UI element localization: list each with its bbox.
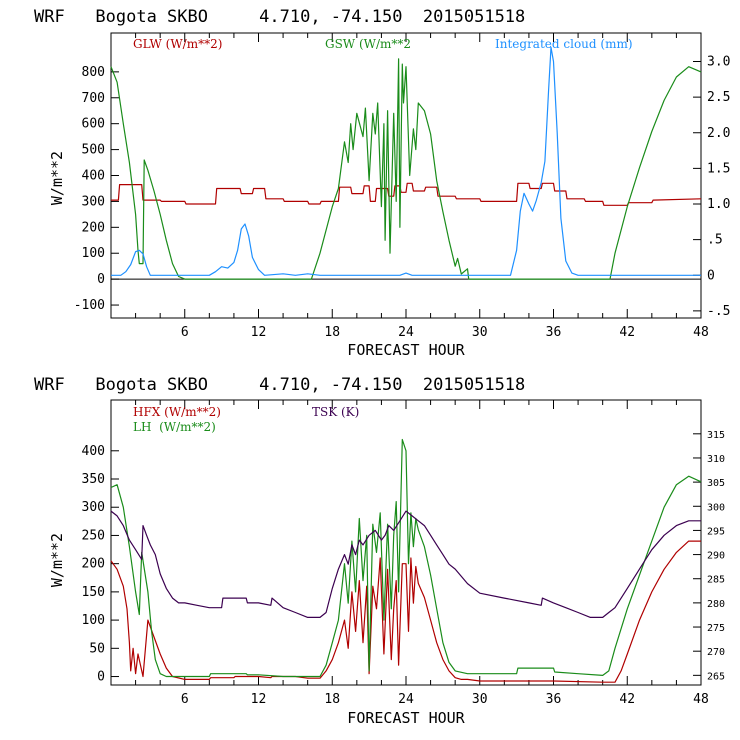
y-tick-label: 200: [82, 220, 105, 235]
chart1-x-tick-labels: 6 12 18 24 30 36 42 48: [181, 325, 709, 340]
chart1-legend-cloud: Integrated cloud (mm): [495, 37, 633, 51]
y2-tick-label: 1.0: [707, 197, 730, 212]
x-tick-label: 42: [619, 325, 635, 340]
y2-tick-label: 265: [707, 671, 725, 682]
y-tick-label: 400: [82, 444, 105, 459]
y-tick-label: 300: [82, 194, 105, 209]
y-tick-label: 0: [97, 670, 105, 685]
x-tick-label: 12: [251, 325, 267, 340]
chart2-ylabel: W/m**2: [48, 533, 66, 587]
series-line-1: [111, 182, 702, 206]
y2-tick-label: 2.0: [707, 126, 730, 141]
series-line-2: [110, 438, 702, 678]
y2-tick-label: 3.0: [707, 55, 730, 70]
y2-tick-label: -.5: [707, 304, 730, 319]
x-tick-label: 42: [619, 692, 635, 707]
y2-tick-label: 280: [707, 599, 725, 610]
y-tick-label: 800: [82, 65, 105, 80]
chart1-xlabel: FORECAST HOUR: [347, 341, 465, 359]
chart2-legend-tsk: TSK (K): [312, 405, 359, 419]
y-tick-label: -100: [74, 298, 105, 313]
x-tick-label: 48: [693, 325, 709, 340]
y2-tick-label: 270: [707, 647, 725, 658]
series-line-1: [110, 540, 701, 683]
chart2-y-tick-labels: 0 50 100 150 200 250 300 350 400: [82, 444, 105, 685]
chart2-legend-lh: LH (W/m**2): [133, 420, 216, 434]
x-tick-label: 36: [546, 325, 562, 340]
chart2-legend-hfx: HFX (W/m**2): [133, 405, 221, 419]
x-tick-label: 18: [324, 325, 340, 340]
y-tick-label: 100: [82, 613, 105, 628]
y-tick-label: 500: [82, 143, 105, 158]
y-tick-label: 100: [82, 246, 105, 261]
y2-tick-label: 310: [707, 454, 725, 465]
series-line-2: [110, 58, 702, 280]
y-tick-label: 50: [89, 641, 105, 656]
y2-tick-label: 285: [707, 575, 725, 586]
chart1-series: [110, 46, 702, 280]
y2-tick-label: 305: [707, 478, 725, 489]
chart2-x-tick-labels: 6 12 18 24 30 36 42 48: [181, 692, 709, 707]
y-tick-label: 150: [82, 585, 105, 600]
chart1-ylabel: W/m**2: [48, 151, 66, 205]
x-tick-label: 30: [472, 325, 488, 340]
series-line-3: [111, 46, 701, 276]
x-tick-label: 24: [398, 692, 414, 707]
chart2-series: [110, 438, 702, 683]
x-tick-label: 48: [693, 692, 709, 707]
chart2-xlabel: FORECAST HOUR: [347, 709, 465, 727]
y2-tick-label: 275: [707, 623, 725, 634]
y2-tick-label: 1.5: [707, 161, 730, 176]
y-tick-label: 400: [82, 169, 105, 184]
chart1-y2-tick-labels: -.5 0 .5 1.0 1.5 2.0 2.5 3.0: [707, 55, 730, 319]
x-tick-label: 6: [181, 692, 189, 707]
y2-tick-label: .5: [707, 233, 723, 248]
y-tick-label: 0: [97, 272, 105, 287]
y2-tick-label: 0: [707, 268, 715, 283]
chart2-frame: [110, 399, 702, 686]
y-tick-label: 700: [82, 91, 105, 106]
x-tick-label: 36: [546, 692, 562, 707]
chart1-legend-gsw: GSW (W/m**2: [325, 37, 411, 51]
x-tick-label: 30: [472, 692, 488, 707]
y2-tick-label: 300: [707, 502, 725, 513]
chart2-tick-marks: [110, 400, 702, 685]
y2-tick-label: 290: [707, 551, 725, 562]
y-tick-label: 600: [82, 117, 105, 132]
x-tick-label: 12: [251, 692, 267, 707]
y-tick-label: 350: [82, 472, 105, 487]
chart2-y2-tick-labels: 265 270 275 280 285 290 295 300 305 310 315: [707, 430, 725, 683]
y-tick-label: 250: [82, 528, 105, 543]
y-tick-label: 300: [82, 500, 105, 515]
chart1-legend-glw: GLW (W/m**2): [133, 37, 222, 51]
y2-tick-label: 315: [707, 430, 725, 441]
y2-tick-label: 2.5: [707, 90, 730, 105]
x-tick-label: 18: [324, 692, 340, 707]
chart2-title: WRF Bogota SKBO 4.710, -74.150 201505151…: [34, 375, 525, 395]
x-tick-label: 24: [398, 325, 414, 340]
chart1-y-tick-labels: -100 0 100 200 300 400 500 600 700 800: [74, 65, 105, 313]
x-tick-label: 6: [181, 325, 189, 340]
y2-tick-label: 295: [707, 526, 725, 537]
chart1-title: WRF Bogota SKBO 4.710, -74.150 201505151…: [34, 7, 525, 27]
series-line-3: [110, 510, 701, 619]
y-tick-label: 200: [82, 557, 105, 572]
